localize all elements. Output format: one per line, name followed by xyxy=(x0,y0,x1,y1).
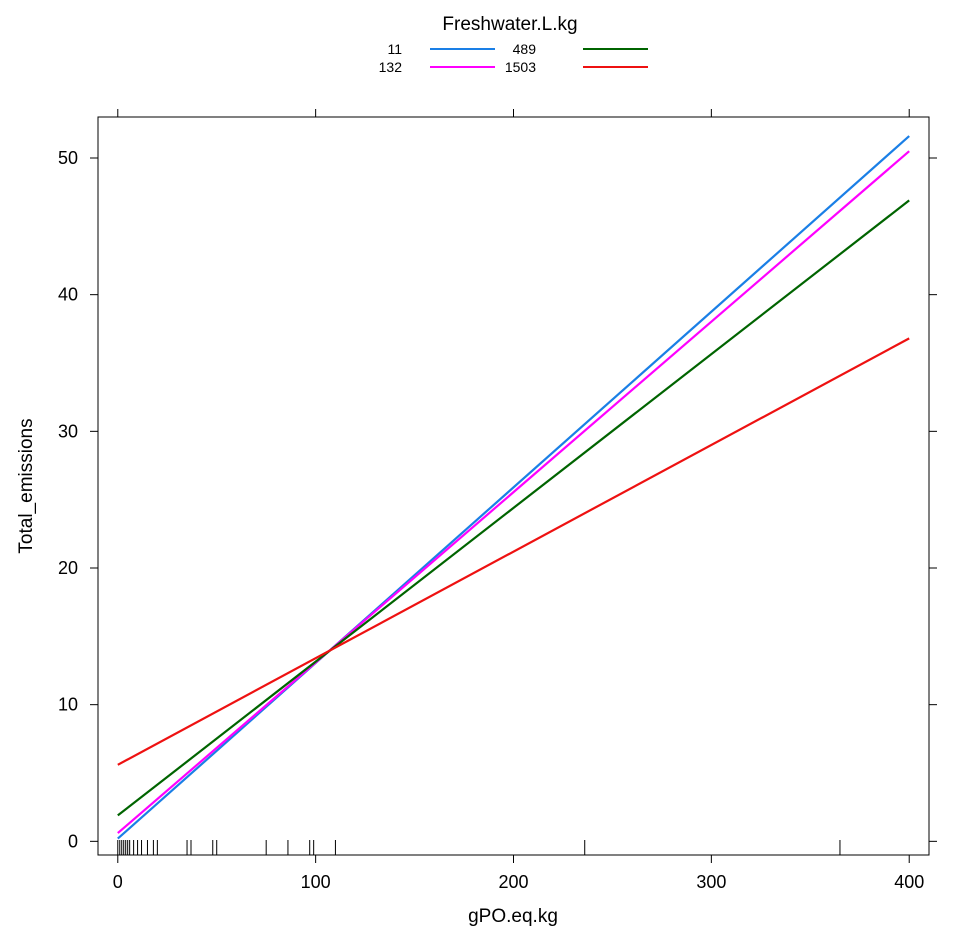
legend-title: Freshwater.L.kg xyxy=(442,14,577,35)
y-tick-label: 0 xyxy=(68,831,78,851)
x-axis-ticks: 0 100 200 300 400 xyxy=(113,109,924,892)
legend-items: 11 132 489 1503 xyxy=(379,41,648,75)
y-tick-label: 30 xyxy=(58,421,78,441)
y-axis-title: Total_emissions xyxy=(16,418,37,553)
series-line-132 xyxy=(117,150,910,834)
legend: Freshwater.L.kg 11 132 489 1503 xyxy=(379,14,648,75)
y-tick-label: 10 xyxy=(58,695,78,715)
y-tick-label: 20 xyxy=(58,558,78,578)
x-tick-label: 300 xyxy=(696,872,726,892)
y-tick-label: 40 xyxy=(58,285,78,305)
rug xyxy=(117,840,841,855)
legend-label: 11 xyxy=(387,41,402,57)
x-tick-label: 0 xyxy=(113,872,123,892)
series-line-489 xyxy=(117,199,910,817)
x-axis-title: gPO.eq.kg xyxy=(468,906,558,927)
series-lines xyxy=(117,135,910,840)
series-line-11 xyxy=(117,135,910,840)
legend-label: 489 xyxy=(513,41,537,57)
x-tick-label: 100 xyxy=(301,872,331,892)
y-tick-label: 50 xyxy=(58,148,78,168)
series-line-1503 xyxy=(117,337,910,766)
x-tick-label: 200 xyxy=(498,872,528,892)
x-tick-label: 400 xyxy=(894,872,924,892)
legend-label: 132 xyxy=(379,59,403,75)
legend-label: 1503 xyxy=(505,59,536,75)
y-axis-ticks: 0 10 20 30 40 50 xyxy=(58,148,937,851)
